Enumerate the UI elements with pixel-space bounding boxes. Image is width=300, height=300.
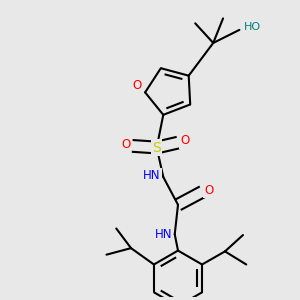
Text: HN: HN xyxy=(154,228,172,241)
Text: O: O xyxy=(132,80,142,92)
Text: O: O xyxy=(121,138,130,151)
Text: S: S xyxy=(152,140,161,154)
Text: HO: HO xyxy=(244,22,261,32)
Text: O: O xyxy=(180,134,189,148)
Text: HN: HN xyxy=(143,169,160,182)
Text: O: O xyxy=(205,184,214,196)
